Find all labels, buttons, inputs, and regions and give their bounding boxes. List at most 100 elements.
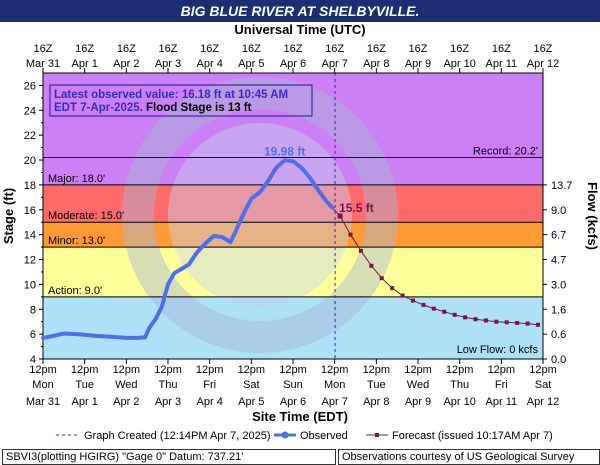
utc-tick-label: 16Z — [200, 43, 219, 55]
utc-tick-label: 16Z — [159, 43, 178, 55]
utc-tick-label: 16Z — [492, 43, 511, 55]
y-tick-label: 18 — [24, 180, 36, 192]
utc-date-label: Apr 5 — [238, 58, 264, 70]
utc-date-label: Apr 2 — [113, 58, 139, 70]
watermark-ring — [122, 77, 398, 353]
edt-date-label: Apr 2 — [113, 396, 139, 408]
noaa-usgs-watermark — [122, 77, 398, 353]
edt-date-label: Apr 4 — [197, 396, 223, 408]
flow-tick-label: 9.0 — [551, 205, 566, 217]
legend-observed-marker — [281, 431, 289, 439]
forecast-point — [411, 298, 415, 303]
utc-tick-label: 16Z — [409, 43, 428, 55]
y-tick-label: 14 — [24, 230, 36, 242]
utc-date-label: Apr 8 — [363, 58, 389, 70]
observed-point — [137, 336, 141, 340]
edt-day-label: Sat — [535, 379, 552, 391]
observed-point — [241, 213, 245, 217]
forecast-point — [504, 320, 509, 325]
observed-point — [249, 196, 253, 201]
flow-tick-label: 4.7 — [551, 255, 566, 267]
y-tick-label: 16 — [24, 205, 36, 217]
y-tick-label: 12 — [24, 255, 36, 267]
forecast-point — [358, 248, 363, 253]
forecast-point — [515, 320, 520, 325]
observed-point — [83, 333, 87, 337]
watermark-disc — [168, 123, 352, 307]
observed-point — [308, 175, 312, 180]
top-axis-title: Universal Time (UTC) — [234, 22, 365, 37]
observed-point — [330, 205, 334, 210]
y-tick-label: 24 — [24, 105, 36, 117]
major-band — [43, 184, 543, 223]
y-tick-label: 10 — [24, 279, 36, 291]
observed-point — [143, 335, 147, 339]
utc-date-label: Apr 10 — [443, 58, 475, 70]
source-footer: Observations courtesy of US Geological S… — [338, 449, 600, 465]
edt-day-label: Tue — [75, 379, 94, 391]
edt-time-label: 12pm — [404, 364, 432, 376]
edt-day-label: Tue — [367, 379, 386, 391]
observed-point — [178, 267, 183, 272]
edt-day-label: Fri — [203, 379, 216, 391]
datum-footer: SBVI3(plotting HGIRG) "Gage 0" Datum: 73… — [2, 449, 336, 465]
y-tick-label: 4 — [30, 354, 36, 366]
forecast-peak-marker — [337, 213, 343, 219]
observed-point — [274, 165, 278, 170]
y-tick-label: 8 — [30, 304, 36, 316]
observed-point — [233, 231, 237, 236]
utc-date-label: Apr 1 — [72, 58, 98, 70]
forecast-point — [421, 302, 426, 307]
observed-point — [124, 336, 128, 340]
edt-date-label: Apr 1 — [72, 396, 98, 408]
flow-tick-label: 13.7 — [551, 180, 572, 192]
y-tick-label: 20 — [24, 155, 36, 167]
forecast-point — [473, 317, 478, 322]
edt-time-label: 12pm — [446, 364, 474, 376]
forecast-point — [369, 263, 374, 268]
left-axis-title: Stage (ft) — [1, 188, 16, 244]
observed-point — [187, 262, 191, 267]
flood-label-record: Record: 20.2' — [473, 146, 538, 158]
minor-band — [43, 247, 543, 297]
edt-date-label: Apr 9 — [405, 396, 431, 408]
flood-label-minor: Minor: 13.0' — [48, 235, 105, 247]
edt-day-label: Sun — [283, 379, 303, 391]
edt-day-label: Fri — [495, 379, 508, 391]
utc-tick-label: 16Z — [117, 43, 136, 55]
utc-date-label: Apr 9 — [405, 58, 431, 70]
forecast-point — [452, 312, 457, 317]
edt-date-label: Apr 6 — [280, 396, 306, 408]
utc-date-label: Apr 3 — [155, 58, 181, 70]
observed-point — [108, 335, 112, 339]
observed-point — [220, 235, 224, 239]
utc-tick-label: 16Z — [284, 43, 303, 55]
edt-time-label: 12pm — [71, 364, 99, 376]
forecast-point — [379, 276, 384, 281]
legend-forecast-marker — [375, 433, 379, 437]
observed-point — [299, 165, 303, 170]
edt-time-label: 12pm — [29, 364, 57, 376]
flow-tick-label: 0.0 — [551, 354, 566, 366]
edt-time-label: 12pm — [321, 364, 349, 376]
observed-point — [53, 333, 58, 337]
flow-tick-label: 6.7 — [551, 230, 566, 242]
edt-day-label: Mon — [324, 379, 345, 391]
forecast-point — [400, 293, 405, 298]
utc-date-label: Apr 12 — [527, 58, 559, 70]
flood-stage-text: Flood Stage is 13 ft — [146, 102, 252, 114]
utc-tick-label: 16Z — [325, 43, 344, 55]
edt-time-label: 12pm — [238, 364, 266, 376]
edt-date-label: Apr 8 — [363, 396, 389, 408]
flood-label-major: Major: 18.0' — [48, 173, 105, 185]
observed-point — [153, 317, 158, 321]
edt-date-label: Apr 7 — [322, 396, 348, 408]
forecast-point — [390, 286, 395, 291]
forecast-annotation: 15.5 ft — [339, 201, 374, 215]
utc-date-label: Apr 11 — [486, 58, 518, 70]
low-flow-label: Low Flow: 0 kcfs — [457, 344, 539, 356]
forecast-point — [483, 318, 488, 323]
chart-title: BIG BLUE RIVER AT SHELBYVILLE. — [0, 0, 600, 22]
edt-date-label: Mar 31 — [26, 396, 60, 408]
observed-point — [324, 199, 328, 203]
